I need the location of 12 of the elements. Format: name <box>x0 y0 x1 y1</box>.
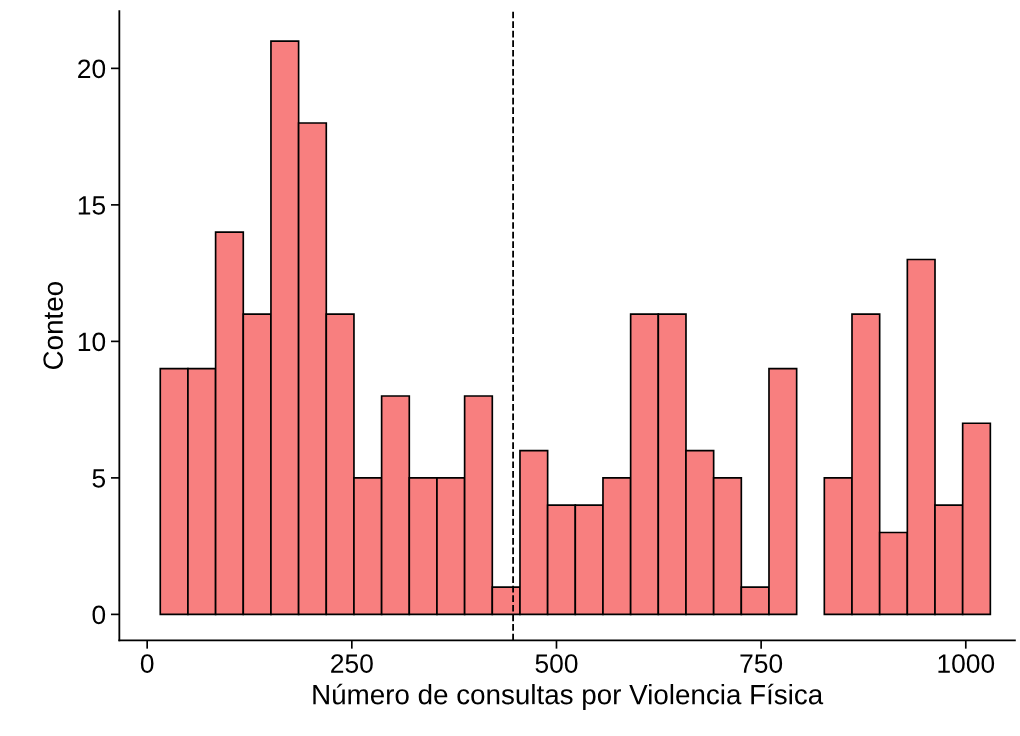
y-tick-label: 15 <box>78 196 106 215</box>
y-axis-title: Conteo <box>43 282 63 370</box>
x-tick-label: 500 <box>535 654 578 673</box>
y-tick-label: 10 <box>78 332 106 352</box>
x-tick-label: 250 <box>331 654 373 673</box>
y-tick-label: 20 <box>78 59 106 79</box>
x-tick-label: 750 <box>740 654 783 673</box>
x-tick-label: 1000 <box>938 654 995 673</box>
y-tick-label: 0 <box>92 605 106 625</box>
y-tick-label: 5 <box>92 469 106 488</box>
x-tick-label: 0 <box>140 654 154 673</box>
x-axis-title: Número de consultas por Violencia Física <box>313 683 824 710</box>
